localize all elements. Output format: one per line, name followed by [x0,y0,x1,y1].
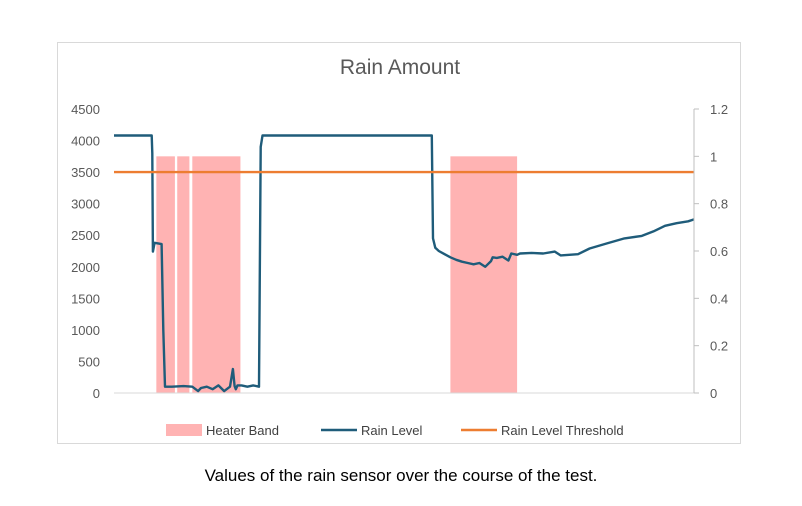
primary-tick-label: 0 [93,386,100,401]
primary-tick-label: 2000 [71,260,100,275]
secondary-tick-label: 0.4 [710,291,728,306]
primary-tick-label: 1500 [71,291,100,306]
chart-frame: Rain Amount 0 500 1000 1500 2000 2500 3000 3500… [57,42,741,444]
figure-caption: Values of the rain sensor over the cours… [204,466,598,485]
primary-tick-label: 500 [78,354,100,369]
secondary-tick-label: 0.6 [710,244,728,259]
primary-tick-label: 1000 [71,323,100,338]
primary-tick-label: 4000 [71,134,100,149]
primary-axis-ticks: 0 500 1000 1500 2000 2500 3000 3500 4000 4500 [71,102,100,401]
rain-level-line [114,134,695,393]
heater-band-segment-2 [177,156,190,393]
heater-band-segment-1 [156,156,175,393]
heater-band-segment-3 [192,156,241,393]
secondary-tick-label: 1 [710,149,717,164]
secondary-axis-ticks: 0 0.2 0.4 0.6 0.8 1 1.2 [710,102,728,401]
axes [114,108,699,394]
secondary-tick-label: 0.8 [710,197,728,212]
primary-tick-label: 4500 [71,102,100,117]
heater-band-segment-4 [450,156,518,393]
legend: Heater Band Rain Level Rain Level Threshol… [166,423,624,438]
secondary-tick-label: 1.2 [710,102,728,117]
chart-svg: Rain Amount 0 500 1000 1500 2000 2500 3000 3500… [71,56,728,438]
series-lines [114,134,695,393]
primary-tick-label: 2500 [71,228,100,243]
legend-swatch-heater-band [166,424,202,436]
heater-bands [156,156,518,393]
primary-tick-label: 3500 [71,165,100,180]
secondary-tick-label: 0 [710,386,717,401]
legend-label: Rain Level Threshold [501,423,624,438]
chart-title: Rain Amount [340,56,460,79]
legend-label: Rain Level [361,423,423,438]
primary-tick-label: 3000 [71,197,100,212]
legend-label: Heater Band [206,423,279,438]
secondary-tick-label: 0.2 [710,339,728,354]
